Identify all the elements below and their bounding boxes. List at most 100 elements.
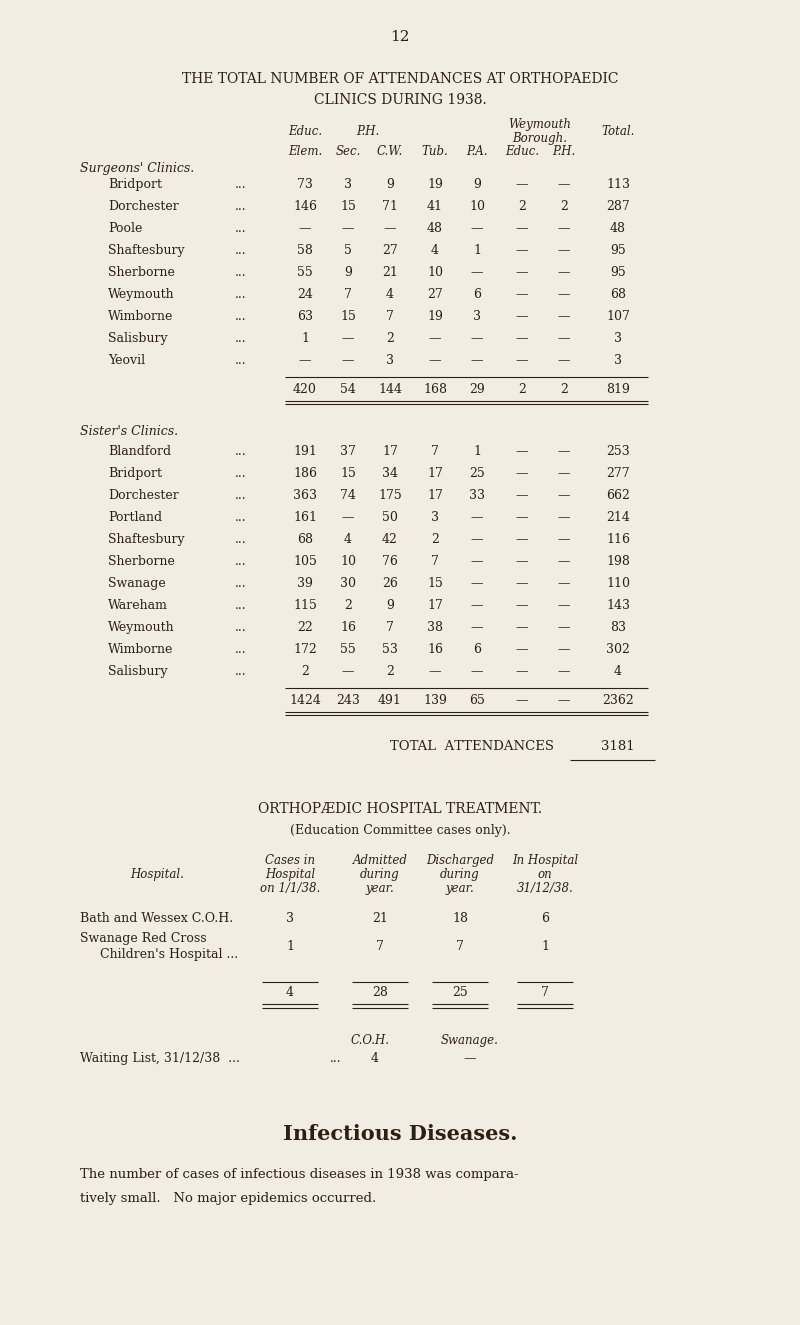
Text: 7: 7 bbox=[431, 445, 439, 458]
Text: 76: 76 bbox=[382, 555, 398, 568]
Text: 144: 144 bbox=[378, 383, 402, 396]
Text: 1: 1 bbox=[473, 445, 481, 458]
Text: —: — bbox=[470, 599, 483, 612]
Text: —: — bbox=[342, 223, 354, 235]
Text: 33: 33 bbox=[469, 489, 485, 502]
Text: during: during bbox=[360, 868, 400, 881]
Text: 3: 3 bbox=[431, 511, 439, 523]
Text: 65: 65 bbox=[469, 694, 485, 708]
Text: on: on bbox=[538, 868, 552, 881]
Text: —: — bbox=[558, 266, 570, 280]
Text: —: — bbox=[516, 643, 528, 656]
Text: ...: ... bbox=[235, 310, 246, 323]
Text: 68: 68 bbox=[297, 533, 313, 546]
Text: ...: ... bbox=[235, 354, 246, 367]
Text: —: — bbox=[342, 354, 354, 367]
Text: 95: 95 bbox=[610, 244, 626, 257]
Text: ...: ... bbox=[235, 445, 246, 458]
Text: 819: 819 bbox=[606, 383, 630, 396]
Text: 30: 30 bbox=[340, 576, 356, 590]
Text: Weymouth: Weymouth bbox=[509, 118, 571, 131]
Text: —: — bbox=[558, 489, 570, 502]
Text: 34: 34 bbox=[382, 466, 398, 480]
Text: —: — bbox=[429, 665, 442, 678]
Text: 6: 6 bbox=[541, 912, 549, 925]
Text: —: — bbox=[558, 310, 570, 323]
Text: Yeovil: Yeovil bbox=[108, 354, 145, 367]
Text: 2362: 2362 bbox=[602, 694, 634, 708]
Text: 54: 54 bbox=[340, 383, 356, 396]
Text: 7: 7 bbox=[386, 621, 394, 633]
Text: ...: ... bbox=[235, 200, 246, 213]
Text: Weymouth: Weymouth bbox=[108, 288, 174, 301]
Text: 243: 243 bbox=[336, 694, 360, 708]
Text: 2: 2 bbox=[560, 383, 568, 396]
Text: 26: 26 bbox=[382, 576, 398, 590]
Text: 1: 1 bbox=[541, 939, 549, 953]
Text: 2: 2 bbox=[431, 533, 439, 546]
Text: 105: 105 bbox=[293, 555, 317, 568]
Text: —: — bbox=[558, 533, 570, 546]
Text: —: — bbox=[516, 621, 528, 633]
Text: 7: 7 bbox=[386, 310, 394, 323]
Text: ...: ... bbox=[330, 1052, 342, 1065]
Text: 22: 22 bbox=[297, 621, 313, 633]
Text: 95: 95 bbox=[610, 266, 626, 280]
Text: —: — bbox=[470, 555, 483, 568]
Text: —: — bbox=[470, 621, 483, 633]
Text: 7: 7 bbox=[456, 939, 464, 953]
Text: Dorchester: Dorchester bbox=[108, 489, 178, 502]
Text: —: — bbox=[558, 445, 570, 458]
Text: 7: 7 bbox=[541, 986, 549, 999]
Text: 186: 186 bbox=[293, 466, 317, 480]
Text: 9: 9 bbox=[344, 266, 352, 280]
Text: P.A.: P.A. bbox=[466, 144, 488, 158]
Text: ...: ... bbox=[235, 466, 246, 480]
Text: year.: year. bbox=[446, 882, 474, 894]
Text: Elem.: Elem. bbox=[288, 144, 322, 158]
Text: 55: 55 bbox=[297, 266, 313, 280]
Text: 28: 28 bbox=[372, 986, 388, 999]
Text: Swanage.: Swanage. bbox=[441, 1034, 499, 1047]
Text: —: — bbox=[558, 621, 570, 633]
Text: Surgeons' Clinics.: Surgeons' Clinics. bbox=[80, 162, 194, 175]
Text: ...: ... bbox=[235, 511, 246, 523]
Text: 3: 3 bbox=[614, 354, 622, 367]
Text: —: — bbox=[558, 223, 570, 235]
Text: 10: 10 bbox=[340, 555, 356, 568]
Text: In Hospital: In Hospital bbox=[512, 855, 578, 867]
Text: 48: 48 bbox=[427, 223, 443, 235]
Text: 50: 50 bbox=[382, 511, 398, 523]
Text: Shaftesbury: Shaftesbury bbox=[108, 244, 185, 257]
Text: —: — bbox=[429, 354, 442, 367]
Text: 420: 420 bbox=[293, 383, 317, 396]
Text: Swanage: Swanage bbox=[108, 576, 166, 590]
Text: Weymouth: Weymouth bbox=[108, 621, 174, 633]
Text: 38: 38 bbox=[427, 621, 443, 633]
Text: Sherborne: Sherborne bbox=[108, 555, 175, 568]
Text: Infectious Diseases.: Infectious Diseases. bbox=[282, 1124, 518, 1143]
Text: 18: 18 bbox=[452, 912, 468, 925]
Text: 4: 4 bbox=[614, 665, 622, 678]
Text: ...: ... bbox=[235, 533, 246, 546]
Text: 31/12/38.: 31/12/38. bbox=[517, 882, 574, 894]
Text: —: — bbox=[558, 178, 570, 191]
Text: —: — bbox=[516, 178, 528, 191]
Text: —: — bbox=[470, 511, 483, 523]
Text: —: — bbox=[516, 223, 528, 235]
Text: 2: 2 bbox=[386, 333, 394, 344]
Text: 17: 17 bbox=[382, 445, 398, 458]
Text: 107: 107 bbox=[606, 310, 630, 323]
Text: —: — bbox=[470, 354, 483, 367]
Text: ...: ... bbox=[235, 489, 246, 502]
Text: Educ.: Educ. bbox=[288, 125, 322, 138]
Text: 7: 7 bbox=[431, 555, 439, 568]
Text: —: — bbox=[516, 466, 528, 480]
Text: —: — bbox=[470, 576, 483, 590]
Text: —: — bbox=[342, 511, 354, 523]
Text: ORTHOPÆDIC HOSPITAL TREATMENT.: ORTHOPÆDIC HOSPITAL TREATMENT. bbox=[258, 802, 542, 816]
Text: 3: 3 bbox=[344, 178, 352, 191]
Text: 21: 21 bbox=[382, 266, 398, 280]
Text: —: — bbox=[516, 533, 528, 546]
Text: 175: 175 bbox=[378, 489, 402, 502]
